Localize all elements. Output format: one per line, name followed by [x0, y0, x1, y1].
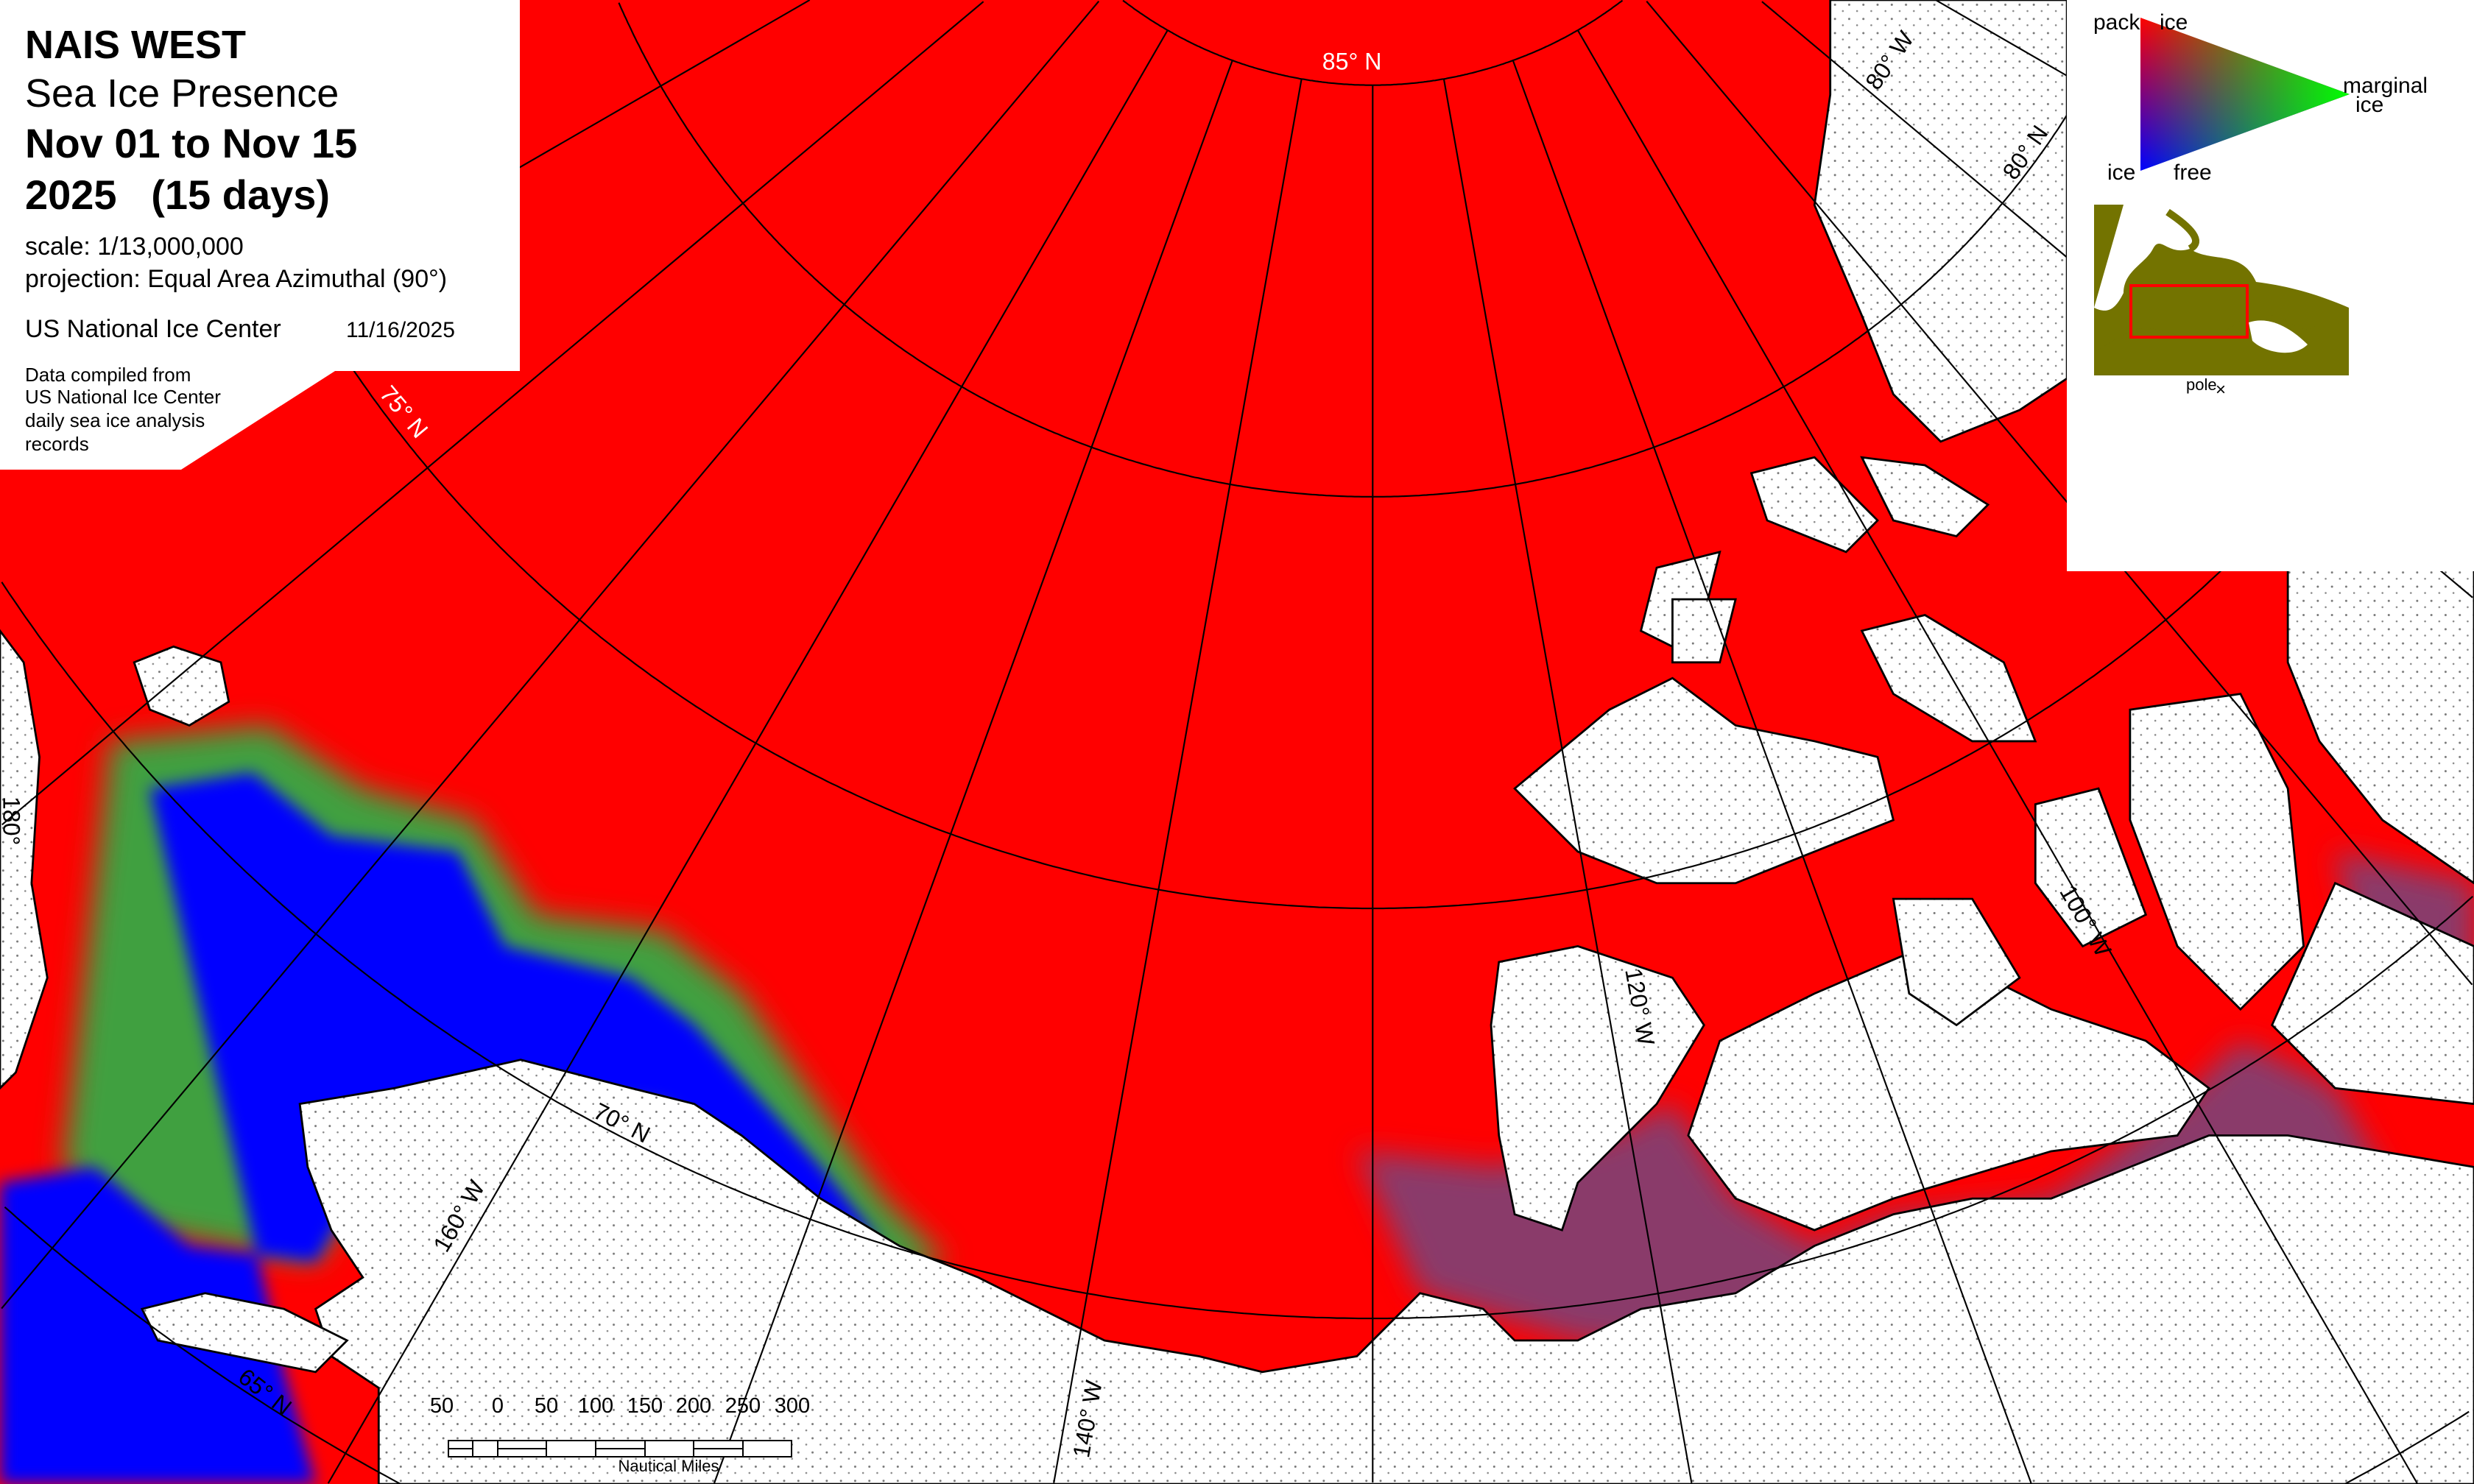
scale-tick-label: 50 [534, 1394, 559, 1418]
legend-pack-a: pack [2093, 10, 2140, 35]
label-85n: 85° N [1322, 48, 1382, 74]
projection-text: projection: Equal Area Azimuthal (90°) [25, 265, 448, 293]
region-title: NAIS WEST [25, 23, 247, 67]
issue-date: 11/16/2025 [346, 318, 455, 342]
scale-unit: Nautical Miles [618, 1457, 719, 1475]
legend-marginal-b: ice [2355, 93, 2384, 117]
banks-island [1490, 945, 1705, 1232]
product-title: Sea Ice Presence [25, 71, 339, 116]
meridian-line [1442, 79, 1693, 1483]
latitude-circle [1, 582, 1373, 1320]
latitude-circle [4, 1206, 401, 1484]
color-triangle [2140, 18, 2350, 171]
alaska-land [298, 1059, 2474, 1484]
meridian-line [1576, 29, 2418, 1484]
legend-pack-b: ice [2160, 10, 2188, 35]
latitude-circle [1372, 2, 2128, 498]
meridian-line [327, 29, 1169, 1484]
locator-inset-map [2094, 205, 2349, 375]
scale-bar: 50 0 50 100 150 200 250 300 Nautical Mil… [427, 1394, 957, 1477]
latitude-circle [2344, 1410, 2470, 1484]
siberia-land [0, 629, 49, 1090]
seward-peninsula [140, 1292, 349, 1374]
meridian-line [1512, 60, 2032, 1484]
meridian-line [1, 1, 984, 826]
latitude-circle [1372, 895, 2473, 1320]
scale-tick-label: 100 [577, 1394, 614, 1418]
legend-panel: pack ice marginal ice ice free pole × [2067, 0, 2474, 571]
scale-tick-label: 200 [675, 1394, 712, 1418]
source-line-2: US National Ice Center [25, 386, 221, 408]
info-panel: NAIS WEST Sea Ice Presence Nov 01 to Nov… [0, 0, 520, 470]
scale-tick-label: 250 [725, 1394, 761, 1418]
legend-marginal-a: marginal [2343, 74, 2428, 98]
legend-free-b: free [2174, 160, 2212, 185]
legend-free-a: ice [2107, 160, 2136, 185]
meridian-line [1, 1, 1100, 1310]
scale-tick-label: 150 [627, 1394, 663, 1418]
source-line-1: Data compiled from [25, 364, 191, 386]
scale-text: scale: 1/13,000,000 [25, 233, 244, 261]
source-line-4: records [25, 433, 89, 455]
wrangel-island [133, 645, 230, 727]
meridian-line [1053, 79, 1303, 1483]
scale-tick-label: 50 [429, 1394, 454, 1418]
scale-tick-label: 300 [774, 1394, 811, 1418]
period: Nov 01 to Nov 15 [25, 120, 358, 166]
pole-marker-icon: × [2216, 380, 2227, 400]
latitude-circle [1372, 0, 1624, 86]
meridian-line [713, 60, 1233, 1484]
inset-pole-label: pole [2186, 375, 2217, 394]
label-180: 180° [0, 796, 24, 845]
baffin-island [2286, 566, 2474, 885]
source-line-3: daily sea ice analysis [25, 409, 205, 431]
agency: US National Ice Center [25, 315, 281, 343]
scale-tick-label: 0 [491, 1394, 504, 1418]
year-days: 2025 (15 days) [25, 172, 331, 218]
meridian-line [1646, 1, 2473, 986]
latitude-circle [1122, 0, 1373, 86]
latitude-circle [618, 2, 1373, 498]
locator-box [2129, 284, 2249, 339]
